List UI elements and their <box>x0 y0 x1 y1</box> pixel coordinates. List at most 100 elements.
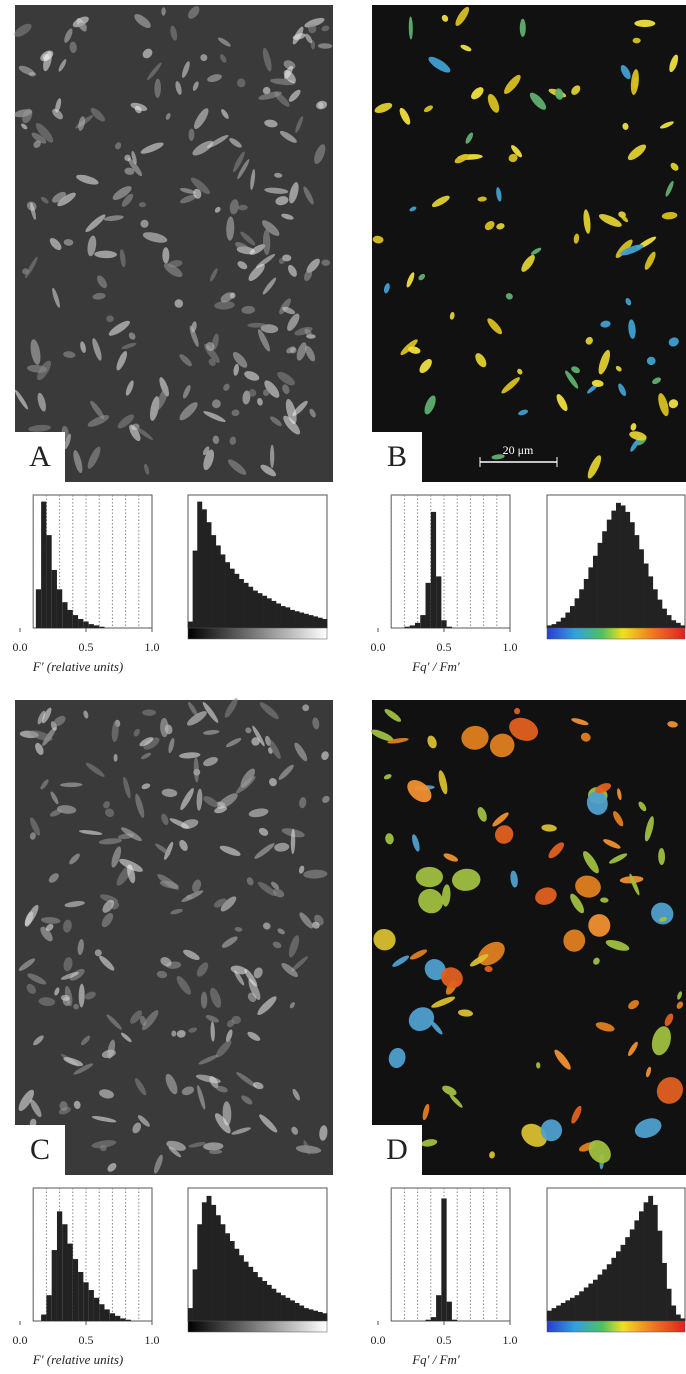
bar <box>281 1295 286 1321</box>
cell <box>634 20 655 27</box>
bar <box>602 1269 607 1321</box>
bar <box>262 596 267 628</box>
bar <box>657 600 662 628</box>
histogram-bar <box>41 1315 46 1321</box>
colorbar <box>547 628 685 639</box>
bar <box>225 562 230 628</box>
bar <box>188 622 193 628</box>
bar <box>634 535 639 628</box>
bar <box>313 1311 318 1321</box>
bar <box>588 1284 593 1321</box>
bar <box>239 1255 244 1321</box>
histogram-bar <box>452 1320 457 1321</box>
x-axis-label: Fq′ / Fm′ <box>411 659 460 674</box>
histogram-bar <box>83 1282 88 1321</box>
bar <box>322 619 327 628</box>
histogram-bar <box>46 1295 51 1321</box>
bar <box>290 610 295 628</box>
bar <box>211 1205 216 1321</box>
histogram-bar <box>404 627 409 628</box>
bar <box>239 579 244 628</box>
bar <box>211 535 216 628</box>
bar <box>318 1312 323 1321</box>
x-tick-label: 1.0 <box>145 640 160 654</box>
bar <box>676 1315 681 1321</box>
bar <box>671 1306 676 1321</box>
cell <box>142 709 156 715</box>
bar <box>281 606 286 628</box>
bar <box>602 531 607 628</box>
histogram-bar <box>73 615 78 628</box>
bar <box>308 615 313 628</box>
x-tick-label: 0.5 <box>437 640 452 654</box>
bar <box>616 1251 621 1321</box>
bar <box>556 622 561 628</box>
bar <box>258 1277 263 1321</box>
bar <box>267 1285 272 1321</box>
histogram-bar <box>68 610 73 628</box>
bar <box>285 1298 290 1321</box>
bar <box>308 1309 313 1321</box>
bar <box>225 1233 230 1321</box>
x-tick-label: 1.0 <box>503 1333 518 1347</box>
histogram-bar <box>57 589 62 628</box>
bar <box>552 1308 557 1321</box>
histogram-bar <box>46 535 51 628</box>
colorbar <box>188 628 327 639</box>
bar <box>621 505 626 628</box>
histogram-bar <box>94 1298 99 1321</box>
x-tick-label: 0.0 <box>371 1333 386 1347</box>
histogram-bar <box>436 576 441 628</box>
bar <box>271 1289 276 1321</box>
bar <box>258 593 263 628</box>
bar <box>588 567 593 628</box>
bar <box>653 589 658 628</box>
bar <box>207 522 212 628</box>
histogram-bar <box>78 619 83 628</box>
bar <box>584 1287 589 1321</box>
bar <box>584 579 589 628</box>
histogram-bar <box>110 1313 115 1321</box>
bar <box>611 1258 616 1321</box>
bar <box>253 1272 258 1321</box>
bar <box>304 1308 309 1321</box>
bar <box>276 1293 281 1321</box>
histogram-bar <box>431 1317 436 1321</box>
x-tick-label: 0.5 <box>437 1333 452 1347</box>
figure: ABCD20 μm0.00.51.0F′ (relative units)0.0… <box>0 0 686 1374</box>
bar <box>598 1275 603 1321</box>
bar <box>667 615 672 628</box>
bar <box>593 1280 598 1321</box>
bar <box>547 1311 552 1321</box>
scale-bar-label: 20 μm <box>503 443 534 457</box>
colorbar <box>547 1321 685 1332</box>
bar <box>593 556 598 628</box>
histogram-bar <box>89 1290 94 1321</box>
bar <box>570 1298 575 1321</box>
x-tick-label: 0.0 <box>13 640 28 654</box>
histogram-bar <box>52 1250 57 1321</box>
panel-letter: D <box>386 1133 408 1166</box>
bar <box>570 606 575 628</box>
bar <box>607 1264 612 1321</box>
histogram-bar <box>104 1309 109 1321</box>
histogram-bar <box>68 1244 73 1321</box>
histogram-bar <box>410 625 415 628</box>
bar <box>644 564 649 629</box>
bar <box>197 502 202 628</box>
x-axis-label: Fq′ / Fm′ <box>411 1352 460 1367</box>
bar <box>634 1220 639 1321</box>
bar <box>680 625 685 628</box>
bar <box>625 512 630 628</box>
x-tick-label: 0.0 <box>371 640 386 654</box>
bar <box>556 1306 561 1321</box>
x-axis-label: F′ (relative units) <box>32 1352 123 1367</box>
bar <box>304 614 309 628</box>
histogram-bar <box>441 620 446 628</box>
bar <box>607 520 612 628</box>
bar <box>193 1269 198 1321</box>
bar <box>552 624 557 628</box>
x-tick-label: 0.5 <box>79 1333 94 1347</box>
bar <box>262 1281 267 1321</box>
bar <box>299 1306 304 1321</box>
